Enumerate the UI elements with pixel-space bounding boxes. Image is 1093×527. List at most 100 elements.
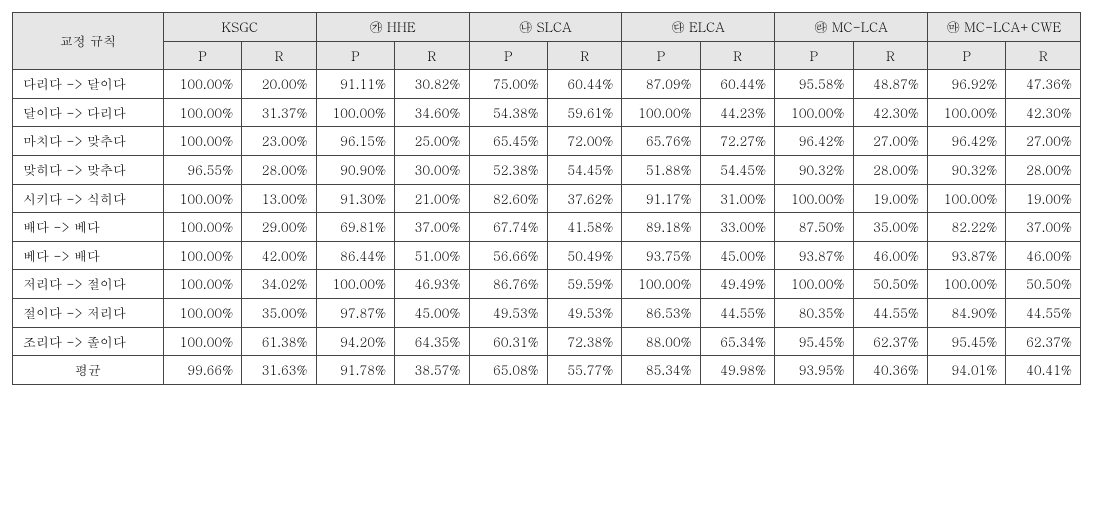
table-body: 다리다 -> 달이다100.00%20.00%91.11%30.82%75.00… xyxy=(13,70,1081,385)
table-row: 절이다 -> 저리다100.00%35.00%97.87%45.00%49.53… xyxy=(13,298,1081,327)
value-cell: 96.15% xyxy=(316,127,394,156)
table-row: 달이다 -> 다리다100.00%31.37%100.00%34.60%54.3… xyxy=(13,98,1081,127)
group-label-1: HHE xyxy=(387,17,416,36)
value-cell: 88.00% xyxy=(622,327,700,356)
value-cell: 84.90% xyxy=(928,298,1006,327)
value-cell: 100.00% xyxy=(928,270,1006,299)
value-cell: 44.55% xyxy=(700,298,774,327)
rule-cell: 절이다 -> 저리다 xyxy=(13,298,164,327)
value-cell: 56.66% xyxy=(469,241,547,270)
value-cell: 72.38% xyxy=(547,327,621,356)
value-cell: 95.45% xyxy=(928,327,1006,356)
value-cell: 30.82% xyxy=(395,70,469,99)
value-cell: 31.00% xyxy=(700,184,774,213)
value-cell: 59.59% xyxy=(547,270,621,299)
value-cell: 100.00% xyxy=(622,270,700,299)
th-group-3: ㉰ ELCA xyxy=(622,13,775,42)
value-cell: 87.09% xyxy=(622,70,700,99)
value-cell: 69.81% xyxy=(316,213,394,242)
value-cell: 34.60% xyxy=(395,98,469,127)
value-cell: 40.41% xyxy=(1006,356,1081,385)
value-cell: 82.22% xyxy=(928,213,1006,242)
value-cell: 91.11% xyxy=(316,70,394,99)
th-group-0: KSGC xyxy=(163,13,316,42)
value-cell: 67.74% xyxy=(469,213,547,242)
value-cell: 45.00% xyxy=(700,241,774,270)
table-header: 교정 규칙 KSGC ㉮ HHE ㉯ SLCA ㉰ ELCA ㉱ MC-LCA … xyxy=(13,13,1081,70)
th-r: R xyxy=(547,41,621,70)
value-cell: 91.78% xyxy=(316,356,394,385)
value-cell: 86.53% xyxy=(622,298,700,327)
value-cell: 51.88% xyxy=(622,155,700,184)
value-cell: 86.76% xyxy=(469,270,547,299)
value-cell: 100.00% xyxy=(163,327,241,356)
rule-cell: 배다 -> 베다 xyxy=(13,213,164,242)
value-cell: 100.00% xyxy=(163,298,241,327)
value-cell: 87.50% xyxy=(775,213,853,242)
value-cell: 100.00% xyxy=(775,270,853,299)
value-cell: 100.00% xyxy=(163,270,241,299)
th-p: P xyxy=(622,41,700,70)
table-row: 다리다 -> 달이다100.00%20.00%91.11%30.82%75.00… xyxy=(13,70,1081,99)
value-cell: 47.36% xyxy=(1006,70,1081,99)
value-cell: 37.00% xyxy=(1006,213,1081,242)
value-cell: 19.00% xyxy=(853,184,927,213)
value-cell: 29.00% xyxy=(242,213,316,242)
value-cell: 54.45% xyxy=(547,155,621,184)
value-cell: 97.87% xyxy=(316,298,394,327)
rule-cell: 마치다 -> 맞추다 xyxy=(13,127,164,156)
group-label-3: ELCA xyxy=(689,17,725,36)
value-cell: 60.31% xyxy=(469,327,547,356)
value-cell: 100.00% xyxy=(163,98,241,127)
th-group-5: ㉲ MC-LCA+CWE xyxy=(928,13,1081,42)
value-cell: 44.23% xyxy=(700,98,774,127)
th-p: P xyxy=(469,41,547,70)
th-r: R xyxy=(1006,41,1081,70)
group-marker-3: ㉰ xyxy=(672,17,685,36)
value-cell: 28.00% xyxy=(1006,155,1081,184)
th-group-4: ㉱ MC-LCA xyxy=(775,13,928,42)
group-marker-2: ㉯ xyxy=(519,17,532,36)
value-cell: 42.30% xyxy=(853,98,927,127)
value-cell: 100.00% xyxy=(928,98,1006,127)
value-cell: 40.36% xyxy=(853,356,927,385)
value-cell: 44.55% xyxy=(853,298,927,327)
value-cell: 100.00% xyxy=(928,184,1006,213)
value-cell: 100.00% xyxy=(316,270,394,299)
value-cell: 37.00% xyxy=(395,213,469,242)
value-cell: 100.00% xyxy=(163,184,241,213)
value-cell: 60.44% xyxy=(700,70,774,99)
value-cell: 94.01% xyxy=(928,356,1006,385)
group-label-2: SLCA xyxy=(536,17,571,36)
value-cell: 20.00% xyxy=(242,70,316,99)
value-cell: 42.00% xyxy=(242,241,316,270)
value-cell: 96.42% xyxy=(775,127,853,156)
value-cell: 95.58% xyxy=(775,70,853,99)
value-cell: 61.38% xyxy=(242,327,316,356)
value-cell: 72.00% xyxy=(547,127,621,156)
value-cell: 51.00% xyxy=(395,241,469,270)
value-cell: 35.00% xyxy=(242,298,316,327)
value-cell: 33.00% xyxy=(700,213,774,242)
value-cell: 28.00% xyxy=(242,155,316,184)
value-cell: 49.49% xyxy=(700,270,774,299)
table-row: 시키다 -> 식히다100.00%13.00%91.30%21.00%82.60… xyxy=(13,184,1081,213)
value-cell: 72.27% xyxy=(700,127,774,156)
value-cell: 54.38% xyxy=(469,98,547,127)
value-cell: 54.45% xyxy=(700,155,774,184)
value-cell: 48.87% xyxy=(853,70,927,99)
value-cell: 21.00% xyxy=(395,184,469,213)
th-r: R xyxy=(700,41,774,70)
value-cell: 62.37% xyxy=(853,327,927,356)
value-cell: 93.75% xyxy=(622,241,700,270)
value-cell: 35.00% xyxy=(853,213,927,242)
value-cell: 41.58% xyxy=(547,213,621,242)
value-cell: 100.00% xyxy=(163,241,241,270)
table-row: 조리다 -> 졸이다100.00%61.38%94.20%64.35%60.31… xyxy=(13,327,1081,356)
value-cell: 89.18% xyxy=(622,213,700,242)
value-cell: 93.87% xyxy=(928,241,1006,270)
value-cell: 19.00% xyxy=(1006,184,1081,213)
value-cell: 44.55% xyxy=(1006,298,1081,327)
value-cell: 27.00% xyxy=(853,127,927,156)
value-cell: 31.63% xyxy=(242,356,316,385)
